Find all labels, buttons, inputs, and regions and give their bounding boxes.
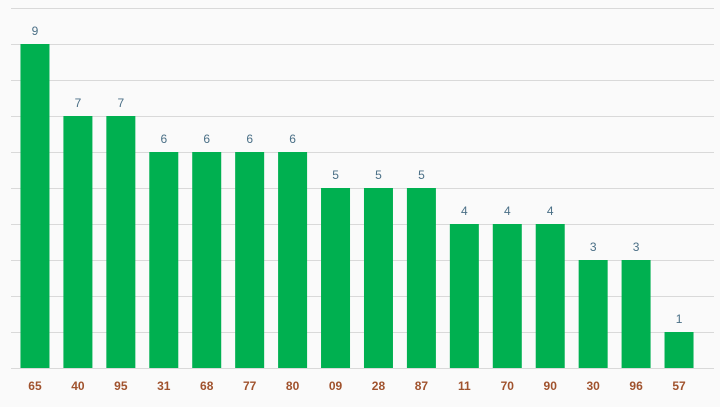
x-tick-label: 11 (458, 379, 471, 393)
bar (63, 116, 93, 368)
bar (149, 152, 179, 368)
bar (664, 332, 694, 368)
bar-value-label: 5 (418, 168, 425, 182)
bar-value-label: 3 (633, 240, 640, 254)
x-tick-label: 90 (544, 379, 558, 393)
x-tick-label: 40 (71, 379, 85, 393)
bar (278, 152, 308, 368)
x-tick-label: 87 (415, 379, 429, 393)
bar (492, 224, 522, 368)
bar-value-label: 4 (504, 204, 511, 218)
x-tick-labels: 65 40 95 31 68 77 80 09 28 87 11 70 90 30 96 57 (28, 379, 686, 393)
bar (20, 44, 50, 368)
bar (321, 188, 351, 368)
x-tick-label: 70 (501, 379, 515, 393)
bar-value-label: 9 (32, 24, 39, 38)
bar-value-label: 6 (203, 132, 210, 146)
x-tick-label: 96 (629, 379, 643, 393)
bar-value-label: 4 (547, 204, 554, 218)
bar (363, 188, 393, 368)
bar-value-label: 4 (461, 204, 468, 218)
bar (235, 152, 265, 368)
bar (192, 152, 222, 368)
x-tick-label: 57 (672, 379, 686, 393)
x-tick-label: 80 (286, 379, 300, 393)
x-tick-label: 65 (28, 379, 42, 393)
bar-value-label: 7 (75, 96, 82, 110)
bar-value-label: 1 (676, 312, 683, 326)
x-tick-label: 77 (243, 379, 257, 393)
bar-value-label: 5 (332, 168, 339, 182)
value-labels: 9 7 7 6 6 6 6 5 5 5 4 4 4 3 3 1 (32, 24, 683, 326)
bar-value-label: 5 (375, 168, 382, 182)
x-tick-label: 31 (157, 379, 171, 393)
bar-value-label: 6 (246, 132, 253, 146)
bar-value-label: 3 (590, 240, 597, 254)
bar (106, 116, 136, 368)
x-tick-label: 09 (329, 379, 343, 393)
bar (535, 224, 565, 368)
bar (449, 224, 479, 368)
x-tick-label: 95 (114, 379, 128, 393)
bar (621, 260, 651, 368)
bar (578, 260, 608, 368)
x-tick-label: 28 (372, 379, 386, 393)
bar (406, 188, 436, 368)
bars (20, 44, 694, 368)
bar-value-label: 6 (289, 132, 296, 146)
x-tick-label: 68 (200, 379, 214, 393)
bar-value-label: 7 (118, 96, 125, 110)
bar-value-label: 6 (160, 132, 167, 146)
x-tick-label: 30 (586, 379, 600, 393)
